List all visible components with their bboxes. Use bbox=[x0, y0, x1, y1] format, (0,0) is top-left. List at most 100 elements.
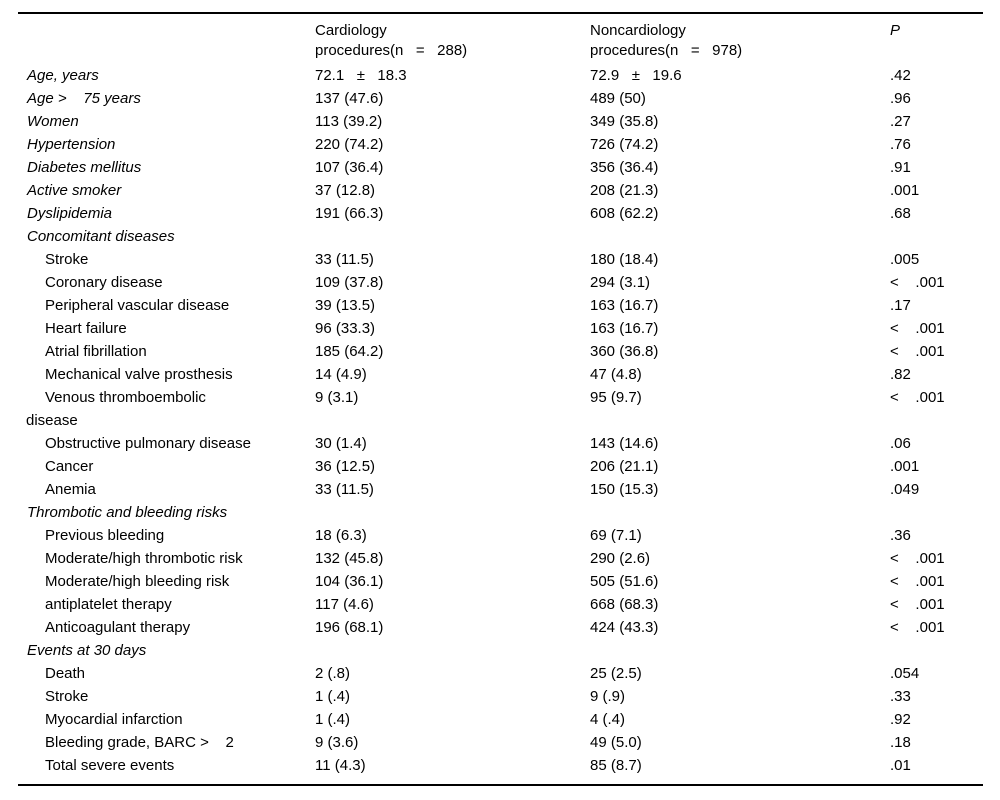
cell-p: .049 bbox=[890, 481, 920, 498]
cell-p: < .001 bbox=[890, 596, 945, 613]
table-row: Women 113 (39.2) 349 (35.8) .27 bbox=[18, 110, 983, 133]
cell-label: Hypertension bbox=[27, 136, 116, 153]
header-cardiology-procedures: Cardiology procedures(n = 288) bbox=[315, 22, 468, 59]
cell-p: < .001 bbox=[890, 343, 945, 360]
cell-noncardiology: 9 (.9) bbox=[590, 688, 626, 705]
cell-p: .76 bbox=[890, 136, 911, 153]
cell-noncardiology: 505 (51.6) bbox=[590, 573, 659, 590]
cell-cardiology: 36 (12.5) bbox=[315, 458, 376, 475]
cell-noncardiology: 608 (62.2) bbox=[590, 205, 659, 222]
cell-label: Stroke bbox=[45, 251, 89, 268]
cell-cardiology: 132 (45.8) bbox=[315, 550, 384, 567]
cell-cardiology: 104 (36.1) bbox=[315, 573, 384, 590]
table-row: Active smoker 37 (12.8) 208 (21.3) .001 bbox=[18, 179, 983, 202]
cell-cardiology: 113 (39.2) bbox=[315, 113, 383, 130]
cell-noncardiology: 150 (15.3) bbox=[590, 481, 659, 498]
cell-p: .27 bbox=[890, 113, 911, 130]
cell-p bbox=[890, 639, 983, 662]
cell-cardiology: 18 (6.3) bbox=[315, 527, 367, 544]
cell-noncardiology: 85 (8.7) bbox=[590, 757, 642, 774]
cell-cardiology: 107 (36.4) bbox=[315, 159, 384, 176]
table-row: Total severe events 11 (4.3) 85 (8.7) .01 bbox=[18, 754, 983, 777]
cell-p: .005 bbox=[890, 251, 920, 268]
cell-cardiology: 191 (66.3) bbox=[315, 205, 384, 222]
table-row: Venous thromboembolic disease 9 (3.1) 95 (… bbox=[18, 386, 983, 432]
header-p-value: P bbox=[890, 22, 901, 39]
cell-cardiology bbox=[315, 639, 590, 662]
table-row: Stroke 1 (.4) 9 (.9) .33 bbox=[18, 685, 983, 708]
table-row: Death 2 (.8) 25 (2.5) .054 bbox=[18, 662, 983, 685]
cell-p: .91 bbox=[890, 159, 911, 176]
table-row: Atrial fibrillation 185 (64.2) 360 (36.8) <… bbox=[18, 340, 983, 363]
table-row: Previous bleeding 18 (6.3) 69 (7.1) .36 bbox=[18, 524, 983, 547]
cell-label: Thrombotic and bleeding risks bbox=[27, 504, 228, 521]
cell-noncardiology: 208 (21.3) bbox=[590, 182, 659, 199]
cell-p: .01 bbox=[890, 757, 911, 774]
cell-label: Women bbox=[27, 113, 79, 130]
cell-label: Concomitant diseases bbox=[27, 228, 175, 245]
cell-p bbox=[890, 501, 983, 524]
cell-cardiology: 1 (.4) bbox=[315, 711, 351, 728]
header-empty-cell bbox=[18, 21, 315, 61]
cell-noncardiology: 69 (7.1) bbox=[590, 527, 642, 544]
cell-noncardiology: 356 (36.4) bbox=[590, 159, 659, 176]
cell-p: < .001 bbox=[890, 389, 945, 406]
cell-p: .92 bbox=[890, 711, 911, 728]
cell-cardiology: 109 (37.8) bbox=[315, 274, 384, 291]
cell-noncardiology: 726 (74.2) bbox=[590, 136, 659, 153]
cell-label: Coronary disease bbox=[45, 274, 163, 291]
cell-cardiology: 9 (3.6) bbox=[315, 734, 359, 751]
cell-noncardiology: 424 (43.3) bbox=[590, 619, 659, 636]
cell-label: Anticoagulant therapy bbox=[45, 619, 191, 636]
cell-label: Cancer bbox=[45, 458, 94, 475]
cell-p: < .001 bbox=[890, 550, 945, 567]
cell-noncardiology: 25 (2.5) bbox=[590, 665, 642, 682]
cell-label: Peripheral vascular disease bbox=[45, 297, 230, 314]
table-row: Obstructive pulmonary disease 30 (1.4) 143… bbox=[18, 432, 983, 455]
table-row: Hypertension 220 (74.2) 726 (74.2) .76 bbox=[18, 133, 983, 156]
table-row: antiplatelet therapy 117 (4.6) 668 (68.3) <… bbox=[18, 593, 983, 616]
table-row: Coronary disease 109 (37.8) 294 (3.1) < .00… bbox=[18, 271, 983, 294]
table-row: Bleeding grade, BARC > 2 9 (3.6) 49 (5.0).… bbox=[18, 731, 983, 754]
cell-noncardiology: 4 (.4) bbox=[590, 711, 626, 728]
table-row: Diabetes mellitus 107 (36.4) 356 (36.4) .91 bbox=[18, 156, 983, 179]
cell-label: Moderate/high bleeding risk bbox=[45, 573, 230, 590]
cell-noncardiology bbox=[590, 501, 890, 524]
cell-cardiology bbox=[315, 501, 590, 524]
cell-label: Dyslipidemia bbox=[27, 205, 113, 222]
cell-label: Bleeding grade, BARC > 2 bbox=[45, 734, 234, 751]
cell-cardiology: 72.1 ± 18.3 bbox=[315, 67, 407, 84]
table-row: Moderate/high thrombotic risk 132 (45.8) 2… bbox=[18, 547, 983, 570]
cell-p: .054 bbox=[890, 665, 920, 682]
cell-p: < .001 bbox=[890, 619, 945, 636]
cell-noncardiology: 294 (3.1) bbox=[590, 274, 651, 291]
section-header-row: Events at 30 days bbox=[18, 639, 983, 662]
cell-cardiology: 220 (74.2) bbox=[315, 136, 384, 153]
cell-noncardiology: 163 (16.7) bbox=[590, 297, 659, 314]
cell-noncardiology: 489 (50) bbox=[590, 90, 646, 107]
cell-noncardiology: 49 (5.0) bbox=[590, 734, 642, 751]
cell-cardiology: 185 (64.2) bbox=[315, 343, 384, 360]
cell-label: Death bbox=[45, 665, 86, 682]
table-row: Anemia 33 (11.5) 150 (15.3) .049 bbox=[18, 478, 983, 501]
table-row: Anticoagulant therapy 196 (68.1) 424 (43.3… bbox=[18, 616, 983, 639]
cell-cardiology: 11 (4.3) bbox=[315, 757, 366, 774]
cell-p: .42 bbox=[890, 67, 911, 84]
cell-label: Anemia bbox=[45, 481, 96, 498]
cell-p: .36 bbox=[890, 527, 911, 544]
cell-p: .001 bbox=[890, 182, 920, 199]
header-noncardiology-procedures: Noncardiology procedures(n = 978) bbox=[590, 22, 743, 59]
cell-label: Previous bleeding bbox=[45, 527, 165, 544]
cell-noncardiology: 180 (18.4) bbox=[590, 251, 659, 268]
cell-cardiology: 96 (33.3) bbox=[315, 320, 376, 337]
cell-label: Obstructive pulmonary disease bbox=[45, 435, 251, 452]
cell-cardiology: 137 (47.6) bbox=[315, 90, 384, 107]
table-row: Stroke 33 (11.5) 180 (18.4) .005 bbox=[18, 248, 983, 271]
section-header-row: Concomitant diseases bbox=[18, 225, 983, 248]
cell-noncardiology: 668 (68.3) bbox=[590, 596, 659, 613]
table-row: Age, years 72.1 ± 18.3 72.9 ± 19.6 .42 bbox=[18, 64, 983, 87]
cell-noncardiology bbox=[590, 639, 890, 662]
cell-p: < .001 bbox=[890, 274, 945, 291]
cell-label: Total severe events bbox=[45, 757, 175, 774]
cell-p: .82 bbox=[890, 366, 911, 383]
